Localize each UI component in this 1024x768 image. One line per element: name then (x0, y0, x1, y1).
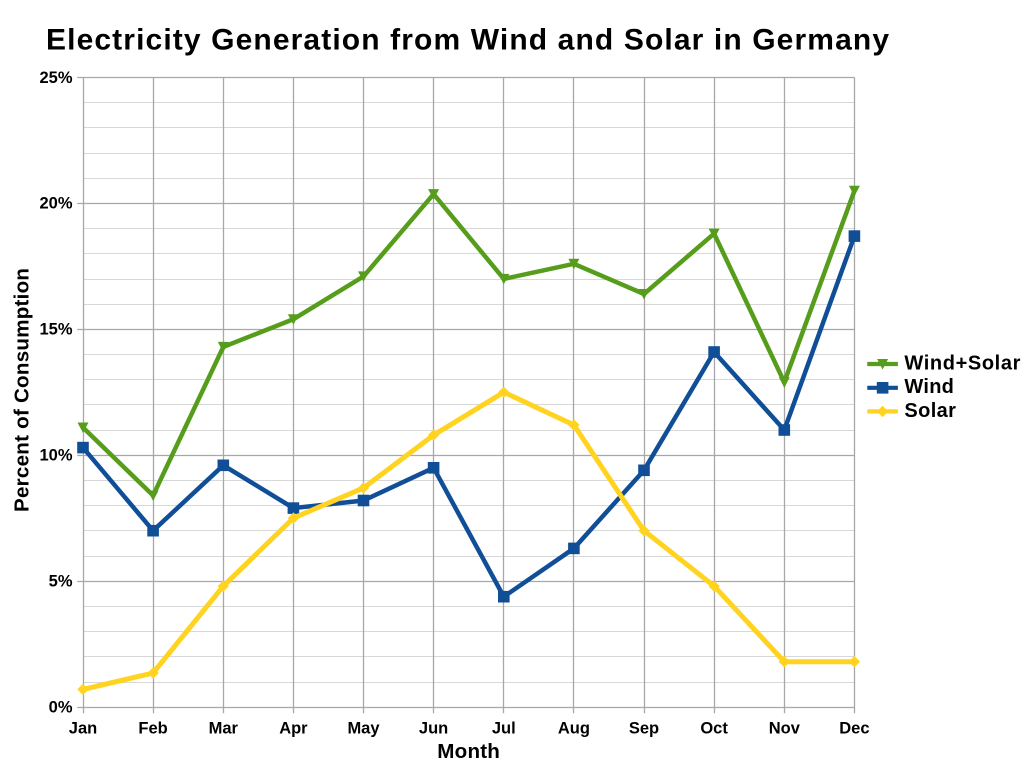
svg-text:10%: 10% (39, 447, 72, 465)
svg-text:5%: 5% (49, 572, 73, 590)
svg-text:May: May (347, 720, 380, 738)
svg-text:Oct: Oct (700, 720, 728, 738)
svg-text:25%: 25% (39, 69, 72, 87)
svg-text:Wind+Solar: Wind+Solar (904, 352, 1020, 374)
svg-text:Jun: Jun (419, 720, 448, 738)
svg-text:Solar: Solar (904, 400, 956, 422)
svg-text:Electricity Generation from Wi: Electricity Generation from Wind and Sol… (46, 24, 889, 57)
svg-text:Dec: Dec (839, 720, 869, 738)
svg-text:Wind: Wind (904, 376, 954, 398)
svg-text:20%: 20% (39, 195, 72, 213)
svg-text:Apr: Apr (279, 720, 308, 738)
svg-text:Sep: Sep (629, 720, 659, 738)
svg-text:Jan: Jan (69, 720, 97, 738)
svg-text:Nov: Nov (769, 720, 801, 738)
svg-text:Aug: Aug (558, 720, 590, 738)
svg-text:Jul: Jul (492, 720, 516, 738)
svg-text:0%: 0% (49, 698, 73, 716)
svg-text:Mar: Mar (209, 720, 239, 738)
svg-text:Percent of Consumption: Percent of Consumption (11, 268, 34, 512)
svg-text:Feb: Feb (138, 720, 167, 738)
svg-text:15%: 15% (39, 321, 72, 339)
svg-text:Month: Month (437, 740, 500, 763)
